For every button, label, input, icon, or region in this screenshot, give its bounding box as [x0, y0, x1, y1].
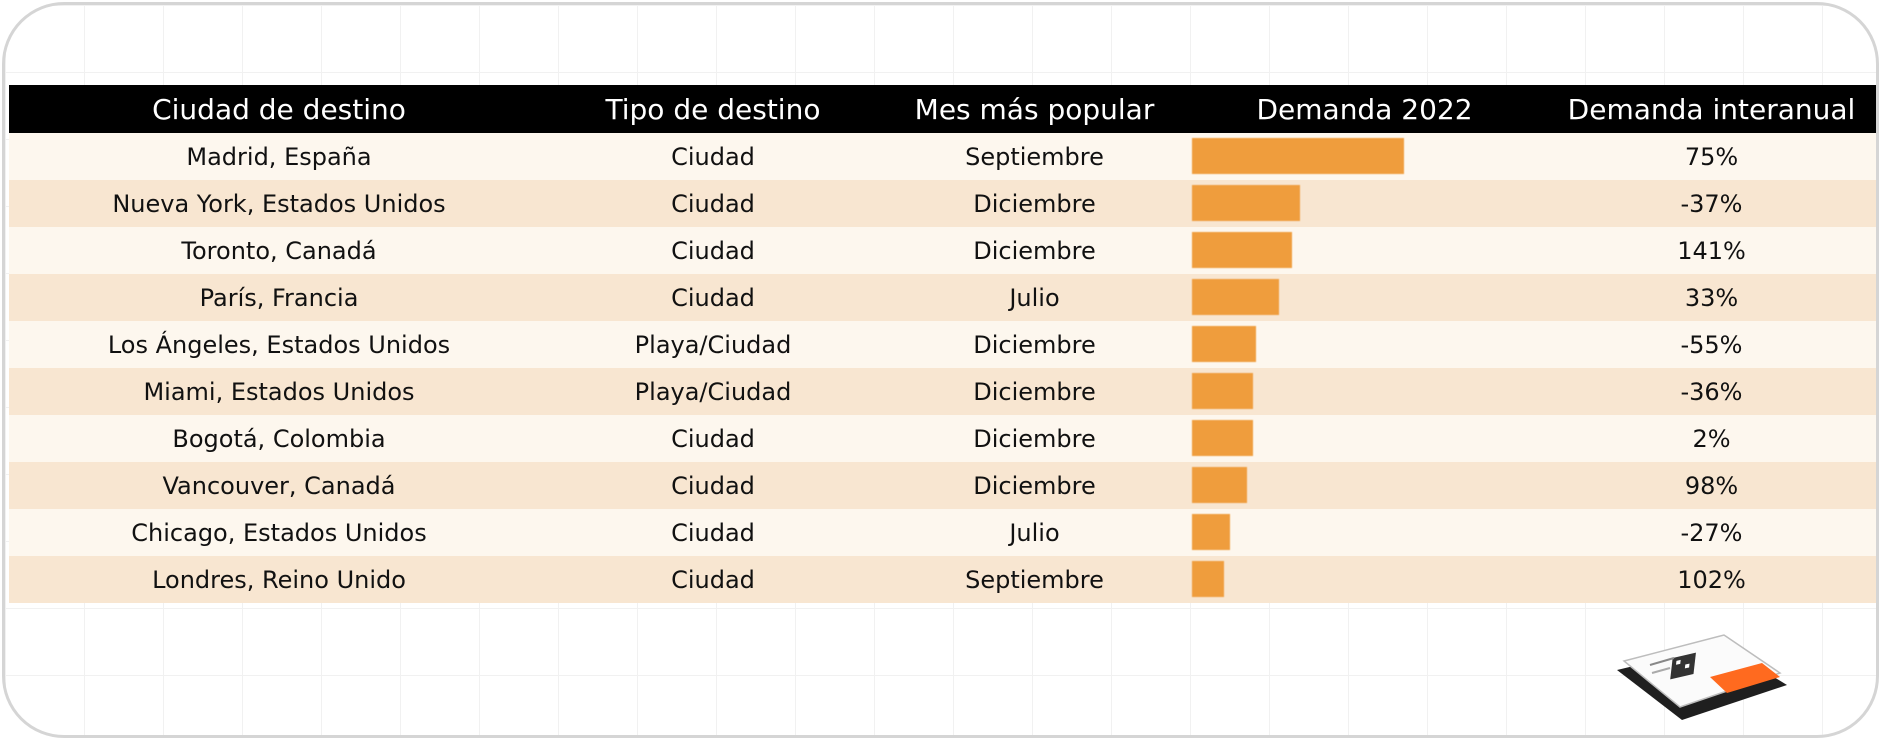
month-cell: Diciembre: [973, 424, 1096, 453]
table-row: París, Francia Ciudad Julio 33%: [9, 274, 1876, 321]
demand-bar: [1192, 561, 1224, 597]
yoy-cell: -37%: [1680, 189, 1743, 218]
month-cell: Diciembre: [973, 236, 1096, 265]
header-yoy: Demanda interanual: [1567, 92, 1856, 126]
demand-cell: [1192, 180, 1537, 227]
city-cell: Vancouver, Canadá: [162, 471, 396, 500]
demand-bar: [1192, 138, 1404, 174]
header-demand: Demanda 2022: [1256, 92, 1473, 126]
demand-cell: [1192, 509, 1537, 556]
yoy-cell: 141%: [1677, 236, 1746, 265]
city-cell: Londres, Reino Unido: [152, 565, 406, 594]
demand-cell: [1192, 133, 1537, 180]
type-cell: Ciudad: [671, 565, 755, 594]
city-cell: Toronto, Canadá: [181, 236, 377, 265]
table-row: Los Ángeles, Estados Unidos Playa/Ciudad D…: [9, 321, 1876, 368]
month-cell: Julio: [1009, 283, 1060, 312]
demand-bar: [1192, 514, 1230, 550]
city-cell: Nueva York, Estados Unidos: [112, 189, 446, 218]
demand-bar: [1192, 185, 1300, 221]
demand-cell: [1192, 321, 1537, 368]
yoy-cell: -36%: [1680, 377, 1743, 406]
type-cell: Playa/Ciudad: [634, 330, 792, 359]
demand-cell: [1192, 368, 1537, 415]
demand-cell: [1192, 227, 1537, 274]
city-cell: Chicago, Estados Unidos: [131, 518, 427, 547]
type-cell: Ciudad: [671, 236, 755, 265]
demand-bar: [1192, 326, 1256, 362]
table-row: Nueva York, Estados Unidos Ciudad Diciembr…: [9, 180, 1876, 227]
type-cell: Ciudad: [671, 424, 755, 453]
city-cell: Madrid, España: [186, 142, 372, 171]
demand-bar: [1192, 279, 1279, 315]
type-cell: Ciudad: [671, 189, 755, 218]
table-row: Londres, Reino Unido Ciudad Septiembre 102%: [9, 556, 1876, 603]
table-row: Toronto, Canadá Ciudad Diciembre 141%: [9, 227, 1876, 274]
month-cell: Septiembre: [965, 565, 1104, 594]
yoy-cell: -55%: [1680, 330, 1743, 359]
destinations-table: Ciudad de destino Tipo de destino Mes má…: [9, 85, 1876, 603]
yoy-cell: 102%: [1677, 565, 1746, 594]
city-cell: París, Francia: [199, 283, 359, 312]
boarding-pass-icon: [1617, 634, 1787, 720]
demand-cell: [1192, 556, 1537, 603]
header-type: Tipo de destino: [605, 92, 821, 126]
month-cell: Diciembre: [973, 377, 1096, 406]
table-row: Miami, Estados Unidos Playa/Ciudad Diciemb…: [9, 368, 1876, 415]
yoy-cell: 33%: [1684, 283, 1739, 312]
city-cell: Los Ángeles, Estados Unidos: [107, 330, 451, 359]
demand-cell: [1192, 274, 1537, 321]
table-row: Vancouver, Canadá Ciudad Diciembre 98%: [9, 462, 1876, 509]
month-cell: Diciembre: [973, 189, 1096, 218]
demand-bar: [1192, 232, 1292, 268]
yoy-cell: 98%: [1684, 471, 1739, 500]
demand-bar: [1192, 420, 1253, 456]
demand-bar: [1192, 373, 1253, 409]
demand-cell: [1192, 415, 1537, 462]
demand-bar: [1192, 467, 1247, 503]
table-row: Bogotá, Colombia Ciudad Diciembre 2%: [9, 415, 1876, 462]
type-cell: Ciudad: [671, 142, 755, 171]
city-cell: Miami, Estados Unidos: [143, 377, 415, 406]
table-header: Ciudad de destino Tipo de destino Mes má…: [9, 85, 1876, 133]
type-cell: Ciudad: [671, 518, 755, 547]
demand-cell: [1192, 462, 1537, 509]
month-cell: Septiembre: [965, 142, 1104, 171]
header-month: Mes más popular: [914, 92, 1155, 126]
type-cell: Ciudad: [671, 471, 755, 500]
yoy-cell: 2%: [1692, 424, 1731, 453]
type-cell: Playa/Ciudad: [634, 377, 792, 406]
month-cell: Diciembre: [973, 471, 1096, 500]
table-row: Madrid, España Ciudad Septiembre 75%: [9, 133, 1876, 180]
type-cell: Ciudad: [671, 283, 755, 312]
yoy-cell: 75%: [1684, 142, 1739, 171]
table-body: Madrid, España Ciudad Septiembre 75% Nueva Y…: [9, 133, 1876, 603]
yoy-cell: -27%: [1680, 518, 1743, 547]
table-row: Chicago, Estados Unidos Ciudad Julio -27%: [9, 509, 1876, 556]
month-cell: Julio: [1009, 518, 1060, 547]
city-cell: Bogotá, Colombia: [172, 424, 386, 453]
month-cell: Diciembre: [973, 330, 1096, 359]
header-city: Ciudad de destino: [152, 92, 406, 126]
